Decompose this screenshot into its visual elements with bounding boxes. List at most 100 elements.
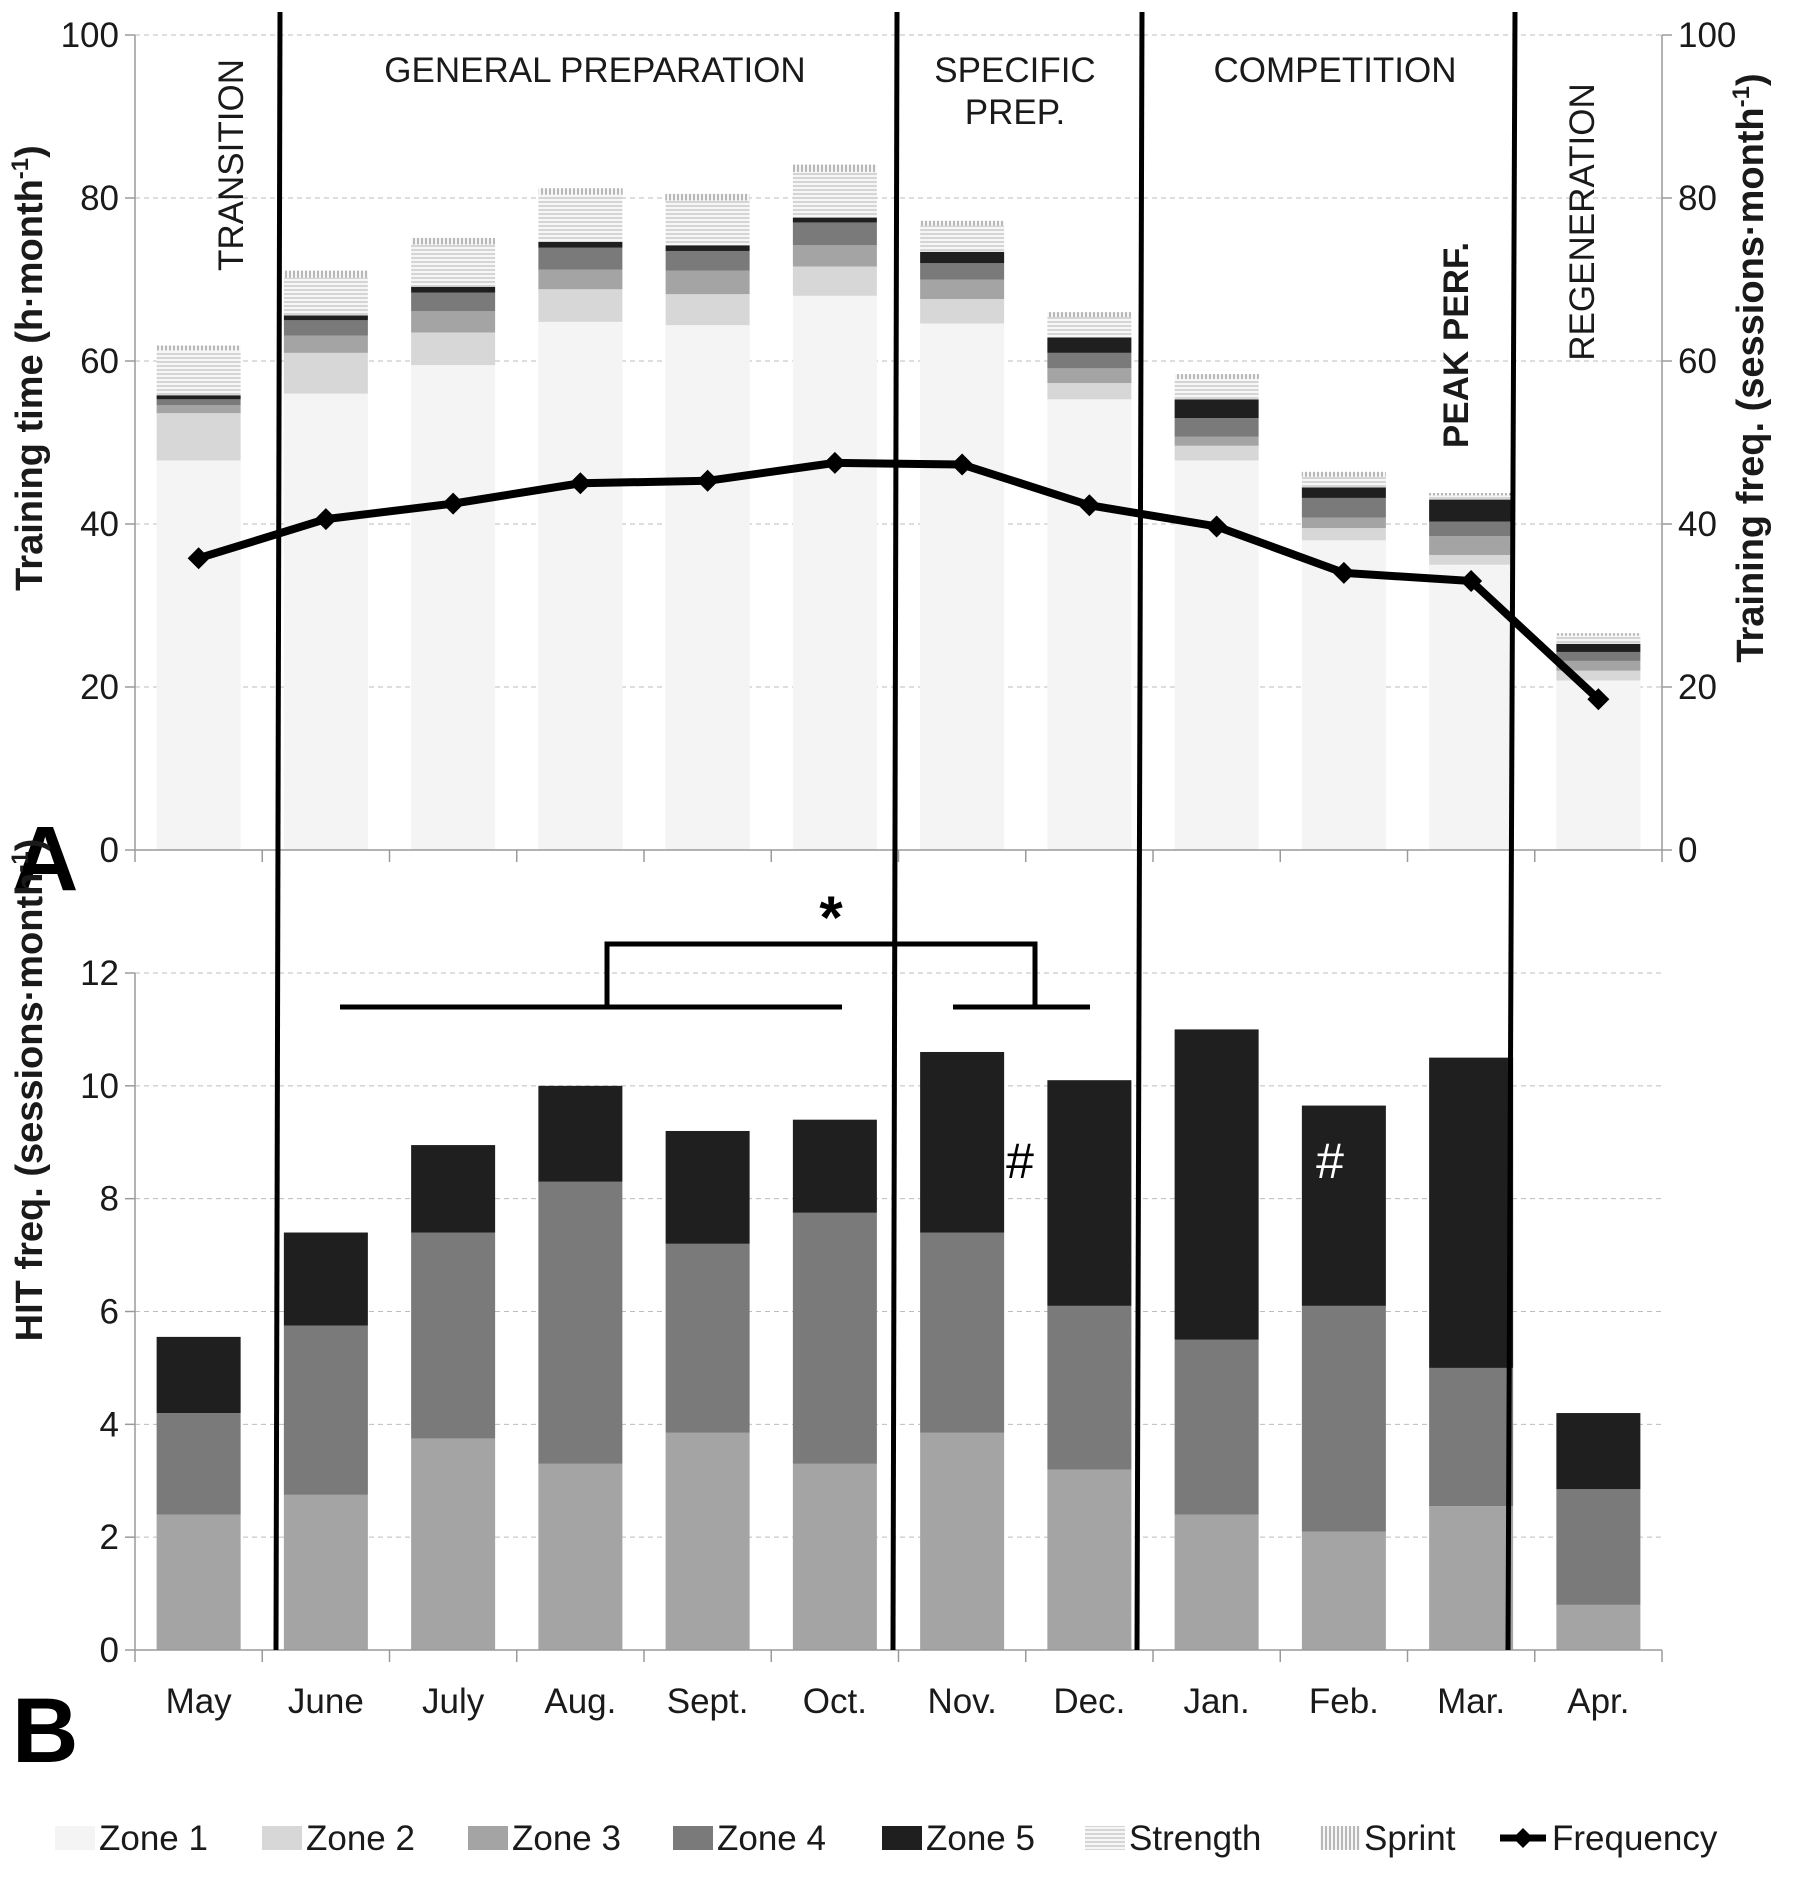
frequency-point-feb	[1332, 561, 1355, 584]
legend-label-zone-1: Zone 1	[99, 1819, 208, 1858]
phase-divider-line-4	[1505, 11, 1518, 1651]
panel-a-bar-zone-4-may	[156, 399, 241, 406]
phase-transition-label: TRANSITION	[212, 59, 251, 271]
panel-a-y-tick-label: 80	[80, 179, 119, 218]
panel-b-bar-zone-5-nov	[920, 1051, 1005, 1233]
legend-swatch-zone-5	[882, 1826, 922, 1850]
panel-b-bar-zone-3-apr	[1556, 1604, 1641, 1650]
panel-a-bar-zone-2-nov	[920, 299, 1005, 324]
panel-a-bar-zone-1-nov	[920, 323, 1005, 850]
panel-a-bar-strength-sept	[665, 200, 750, 246]
legend-item-strength: Strength	[1085, 1819, 1261, 1858]
phase-regeneration-label: REGENERATION	[1563, 83, 1602, 360]
legend-swatch-strength	[1085, 1826, 1125, 1850]
panel-a-bar-zone-3-nov	[920, 279, 1005, 300]
phase-divider-line-2	[890, 11, 900, 1651]
panel-a-bar-zone-3-dec	[1047, 368, 1132, 384]
legend-swatch-zone-2	[262, 1826, 302, 1850]
panel-b-bar-zone-4-oct	[792, 1212, 877, 1464]
legend-item-zone-3: Zone 3	[468, 1819, 621, 1858]
frequency-point-oct	[823, 451, 846, 474]
panel-a-bar-zone-4-nov	[920, 263, 1005, 280]
panel-a-bar-zone-5-sept	[665, 245, 750, 251]
panel-a-bar-strength-oct	[792, 171, 877, 218]
panel-a-bar-zone-2-july	[411, 332, 496, 366]
panel-b-y-tick-label: 0	[100, 1631, 119, 1670]
panel-a-bar-zone-5-apr	[1556, 643, 1641, 652]
legend-item-zone-4: Zone 4	[673, 1819, 826, 1858]
panel-b-bar-zone-4-apr	[1556, 1489, 1641, 1605]
legend-item-frequency: Frequency	[1500, 1819, 1718, 1858]
frequency-point-nov	[951, 453, 974, 476]
panel-b-ylabel-superscript: -1	[7, 851, 34, 872]
panel-a-y2-tick-label: 20	[1678, 668, 1717, 707]
panel-a-y-tick-label: 20	[80, 668, 119, 707]
panel-a-bar-zone-2-jan	[1174, 445, 1259, 461]
panel-a-bar-zone-1-dec	[1047, 399, 1132, 850]
panel-b-bar-zone-5-feb	[1301, 1105, 1386, 1306]
x-tick-label-feb: Feb.	[1309, 1682, 1379, 1721]
panel-a-letter: A	[12, 808, 78, 910]
panel-a-bar-zone-1-oct	[792, 295, 877, 850]
panel-b-y-tick-label: 8	[100, 1180, 119, 1219]
panel-b-y-tick-label: 10	[80, 1067, 119, 1106]
panel-b-bar-zone-5-june	[283, 1232, 368, 1326]
legend-swatch-zone-3	[468, 1826, 508, 1850]
panel-b-ylabel: HIT freq. (sessions·month-1)	[7, 839, 51, 1342]
panel-a-bar-zone-3-jan	[1174, 436, 1259, 446]
significance-brackets	[340, 941, 1090, 1010]
panel-a-bar-zone-5-mar	[1429, 499, 1514, 522]
panel-a-bar-zone-1-july	[411, 365, 496, 850]
legend-label-sprint: Sprint	[1364, 1819, 1456, 1858]
panel-a-bar-zone-2-may	[156, 413, 241, 461]
panel-a-bar-zone-4-dec	[1047, 352, 1132, 369]
panel-a-ylabel-close: )	[9, 145, 51, 158]
x-tick-label-nov: Nov.	[927, 1682, 996, 1721]
panel-a-bar-zone-5-nov	[920, 251, 1005, 264]
panel-a-y2-tick-label: 0	[1678, 831, 1697, 870]
panel-a-bar-strength-nov	[920, 225, 1005, 252]
panel-b-bar-zone-4-june	[283, 1325, 368, 1495]
panel-a-bar-zone-4-feb	[1301, 497, 1386, 518]
legend-item-zone-1: Zone 1	[55, 1819, 208, 1858]
panel-a-bar-zone-5-dec	[1047, 337, 1132, 353]
frequency-point-dec	[1078, 494, 1101, 517]
panel-a-bar-zone-1-sept	[665, 325, 750, 850]
panel-b-bar-zone-3-aug	[538, 1463, 623, 1650]
phase-divider-lines	[273, 11, 1518, 1651]
panel-a-y2-tick-label: 40	[1678, 505, 1717, 544]
panel-b-bar-zone-4-jan	[1174, 1339, 1259, 1515]
legend-swatch-frequency-marker	[1513, 1828, 1533, 1848]
significance-star: *	[819, 884, 843, 951]
panel-b-y-tick-label: 6	[100, 1293, 119, 1332]
legend-label-frequency: Frequency	[1552, 1819, 1718, 1858]
panel-b-bar-zone-3-jan	[1174, 1514, 1259, 1650]
panel-a-bar-strength-aug	[538, 194, 623, 243]
panel-a-bar-zone-3-may	[156, 405, 241, 414]
panel-b-bar-zone-5-aug	[538, 1085, 623, 1182]
hash-marker-december: #	[1006, 1133, 1034, 1189]
panel-b-bar-zone-3-july	[411, 1438, 496, 1650]
frequency-point-sept	[696, 469, 719, 492]
legend-label-zone-5: Zone 5	[926, 1819, 1035, 1858]
panel-a-y-tick-label: 0	[100, 831, 119, 870]
frequency-point-may	[187, 547, 210, 570]
panel-a-bar-zone-3-mar	[1429, 536, 1514, 555]
panel-a-y-tick-label: 40	[80, 505, 119, 544]
panel-a-bar-zone-2-oct	[792, 266, 877, 296]
phase-specific-prep-label-line2: PREP.	[965, 93, 1066, 132]
legend-item-sprint: Sprint	[1320, 1819, 1456, 1858]
panel-a-bar-zone-5-jan	[1174, 399, 1259, 419]
panel-a-bar-zone-2-apr	[1556, 670, 1641, 681]
x-tick-label-oct: Oct.	[803, 1682, 867, 1721]
panel-b-bar-zone-4-july	[411, 1232, 496, 1439]
panel-a-bars	[156, 164, 1641, 850]
panel-b-letter: B	[12, 1680, 78, 1782]
peak-performance-label: PEAK PERF.	[1437, 242, 1476, 448]
panel-b-bar-zone-3-dec	[1047, 1469, 1132, 1650]
frequency-point-june	[314, 508, 337, 531]
panel-b-bar-zone-3-feb	[1301, 1531, 1386, 1650]
panel-b-bar-zone-3-may	[156, 1514, 241, 1650]
panel-b-bar-zone-3-june	[283, 1494, 368, 1650]
panel-a-bar-strength-dec	[1047, 316, 1132, 338]
